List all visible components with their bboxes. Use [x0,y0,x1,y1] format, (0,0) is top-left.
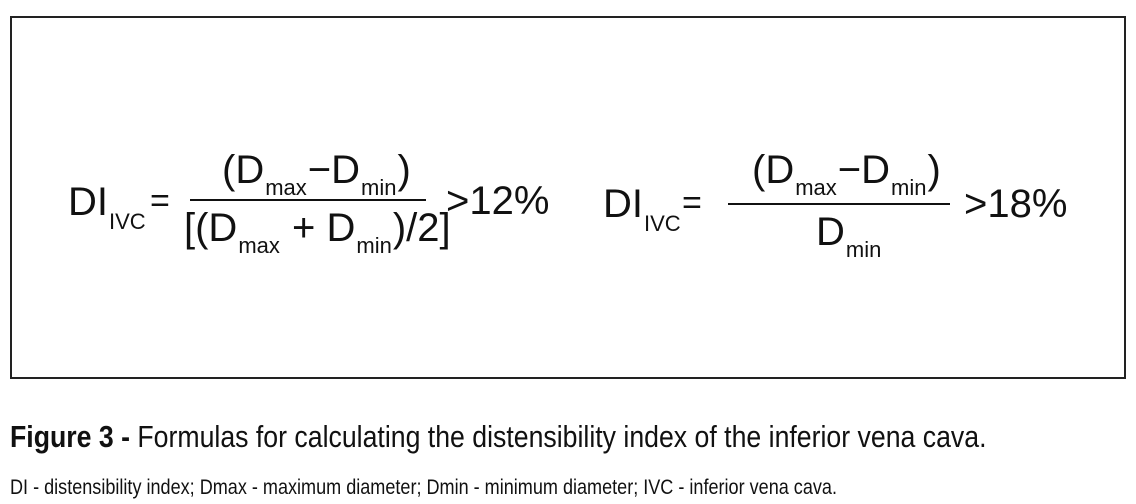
formula-2-comparison: >18% [964,182,1068,226]
formula-2-lhs-sub: IVC [644,211,681,236]
figure-caption-title: Figure 3 - Formulas for calculating the … [10,419,987,454]
formula-1-fraction-bar [190,199,426,201]
formula-1-lhs-main: DI [68,180,108,224]
formula-2-lhs: DIIVC [603,182,681,235]
figure-label: Figure 3 - [10,419,130,454]
formula-1-lhs-sub: IVC [109,209,146,234]
formula-2-lhs-main: DI [603,182,643,226]
figure-title: Formulas for calculating the distensibil… [129,419,987,454]
formula-2-fraction-bar [728,203,950,205]
formula-1-comparison: >12% [446,179,550,223]
formula-1-equals: = [150,182,170,220]
formula-box [10,16,1126,379]
formula-1-numerator: (Dmax−Dmin) [222,148,411,200]
formula-2-denominator: Dmin [816,210,882,262]
formula-2-equals: = [682,184,702,222]
formula-1-denominator: [(Dmax + Dmin)/2] [184,206,451,258]
figure-caption-note: DI - distensibility index; Dmax - maximu… [10,476,837,499]
formula-1-lhs: DIIVC [68,180,146,233]
formula-2-numerator: (Dmax−Dmin) [752,148,941,200]
